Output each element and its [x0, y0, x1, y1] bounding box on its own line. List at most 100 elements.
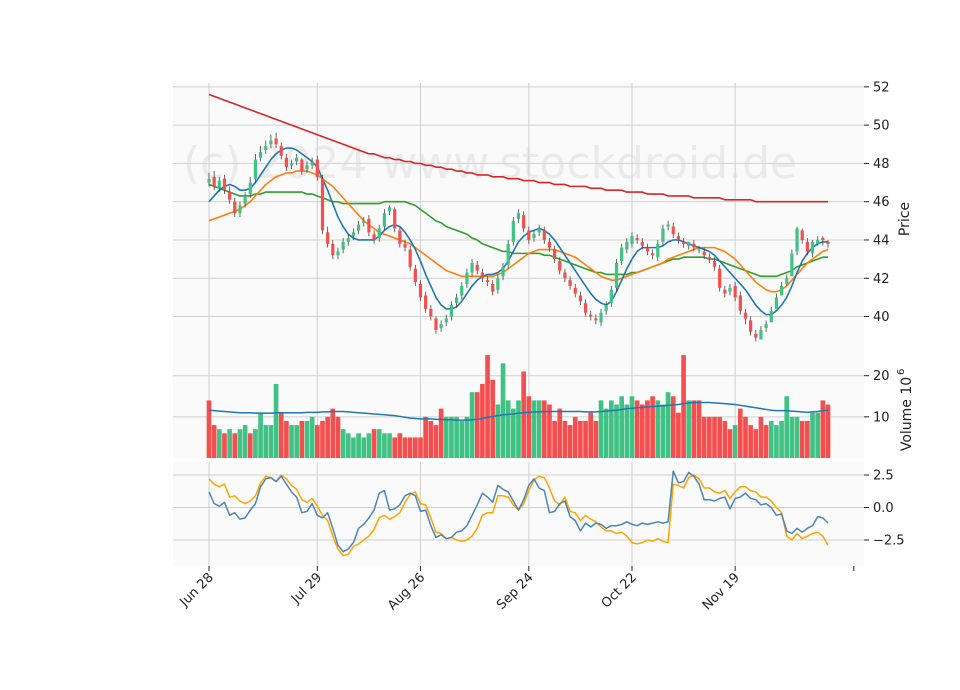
volume-bar-53 — [480, 383, 485, 458]
volume-bar-83 — [634, 400, 640, 458]
candle-body-82 — [630, 236, 634, 244]
candle-body-41 — [418, 284, 423, 298]
candle-body-118 — [816, 239, 820, 244]
volume-bar-2 — [216, 429, 222, 458]
candle-body-86 — [651, 253, 655, 256]
volume-bar-55 — [490, 379, 496, 458]
volume-bar-12 — [268, 425, 274, 458]
candle-body-65 — [542, 230, 546, 240]
volume-bar-31 — [366, 433, 372, 458]
candle-body-23 — [326, 232, 330, 244]
volume-bar-60 — [516, 400, 521, 458]
volume-bar-22 — [320, 420, 325, 458]
price-tick-label-4: 48 — [873, 157, 890, 172]
volume-bar-1 — [211, 425, 217, 458]
candle-body-94 — [692, 243, 696, 248]
volume-bar-65 — [541, 400, 547, 458]
volume-bar-78 — [609, 400, 614, 458]
volume-bar-46 — [443, 416, 449, 458]
osc-tick-label-2: 2.5 — [873, 469, 894, 484]
candle-body-32 — [372, 234, 376, 240]
volume-bar-73 — [583, 420, 588, 458]
candle-body-64 — [537, 228, 541, 233]
price-tick-label-3: 46 — [873, 195, 890, 210]
volume-bar-19 — [304, 420, 310, 458]
candle-body-39 — [408, 249, 412, 267]
candle-body-73 — [583, 303, 588, 313]
candle-body-42 — [424, 295, 428, 309]
candle-body-60 — [516, 213, 521, 219]
volume-axis-label: Volume 10 — [899, 377, 915, 451]
volume-bar-80 — [619, 396, 624, 458]
candle-body-44 — [434, 318, 438, 330]
candle-body-85 — [645, 247, 650, 252]
candle-body-55 — [491, 284, 495, 292]
volume-bar-107 — [758, 416, 764, 458]
volume-bar-119 — [820, 400, 826, 458]
candle-body-81 — [625, 241, 629, 250]
candle-body-29 — [356, 224, 361, 231]
volume-bar-58 — [505, 400, 511, 458]
volume-bar-17 — [294, 425, 300, 458]
volume-bar-115 — [799, 420, 805, 458]
candle-body-62 — [527, 230, 531, 240]
candle-body-20 — [310, 161, 314, 166]
volume-bar-67 — [552, 420, 557, 458]
candle-body-120 — [826, 241, 830, 244]
volume-bar-40 — [413, 437, 418, 458]
volume-bar-3 — [222, 433, 227, 458]
candle-body-74 — [589, 314, 593, 317]
price-axis-label: Price — [897, 202, 913, 236]
candle-body-38 — [403, 243, 407, 248]
volume-bar-101 — [727, 429, 733, 458]
osc-tick-label-0: −2.5 — [873, 534, 905, 549]
volume-bar-16 — [289, 425, 294, 458]
volume-bar-95 — [696, 400, 702, 458]
oscillator-blue-line — [208, 470, 829, 553]
volume-bar-15 — [284, 420, 289, 458]
candle-body-34 — [382, 213, 386, 227]
candle-body-115 — [800, 230, 804, 240]
candle-body-116 — [805, 241, 809, 252]
candle-body-3 — [222, 178, 227, 191]
candle-body-99 — [718, 268, 722, 288]
volume-bar-94 — [691, 400, 697, 458]
candle-body-4 — [228, 192, 232, 200]
volume-bar-109 — [768, 420, 774, 458]
candle-body-63 — [532, 234, 536, 239]
candle-body-12 — [269, 140, 273, 145]
volume-bar-5 — [232, 433, 238, 458]
volume-bar-79 — [614, 404, 619, 458]
candle-body-76 — [599, 312, 603, 323]
volume-bar-92 — [681, 355, 686, 458]
candle-body-90 — [671, 226, 675, 235]
candle-body-16 — [289, 163, 294, 166]
candle-body-40 — [413, 268, 417, 283]
candle-body-25 — [336, 251, 340, 256]
volume-bar-66 — [547, 404, 552, 458]
candle-body-52 — [475, 264, 479, 271]
candle-body-7 — [243, 195, 247, 204]
volume-bar-69 — [562, 420, 568, 458]
volume-bar-44 — [433, 425, 439, 458]
candle-body-98 — [712, 261, 717, 267]
volume-bar-50 — [464, 416, 470, 458]
candle-body-113 — [790, 253, 794, 277]
volume-bar-100 — [722, 420, 728, 458]
candle-body-53 — [480, 272, 484, 279]
volume-bar-110 — [774, 425, 779, 458]
x-tick-label-1: Jul 29 — [288, 570, 325, 607]
candle-body-11 — [264, 146, 268, 150]
candle-body-51 — [470, 262, 474, 273]
candle-body-68 — [558, 261, 562, 271]
volume-bar-32 — [371, 429, 377, 458]
candle-body-97 — [707, 257, 711, 260]
volume-bar-36 — [392, 437, 398, 458]
volume-bar-47 — [449, 416, 454, 458]
volume-bar-75 — [593, 420, 599, 458]
candle-body-101 — [728, 287, 732, 292]
volume-bar-106 — [753, 429, 759, 458]
volume-bar-7 — [242, 425, 248, 458]
volume-bar-0 — [206, 400, 212, 458]
candle-body-43 — [429, 308, 433, 317]
